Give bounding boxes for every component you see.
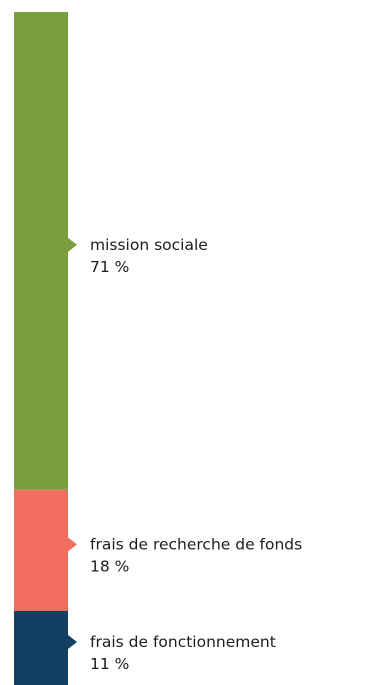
bar-segment-frais-de-fonctionnement — [14, 610, 68, 685]
value-label-frais-de-fonctionnement: 11 % — [90, 655, 129, 673]
pointer-frais-de-recherche-de-fonds — [68, 537, 77, 552]
category-label-frais-de-fonctionnement: frais de fonctionnement — [90, 633, 276, 651]
value-label-frais-de-recherche-de-fonds: 18 % — [90, 557, 129, 575]
pointer-mission-sociale — [68, 237, 77, 252]
pointer-frais-de-fonctionnement — [68, 634, 77, 649]
bar-segment-mission-sociale — [14, 12, 68, 490]
category-label-mission-sociale: mission sociale — [90, 236, 208, 254]
value-label-mission-sociale: 71 % — [90, 258, 129, 276]
category-label-frais-de-recherche-de-fonds: frais de recherche de fonds — [90, 535, 302, 553]
bar-segment-frais-de-recherche-de-fonds — [14, 489, 68, 611]
